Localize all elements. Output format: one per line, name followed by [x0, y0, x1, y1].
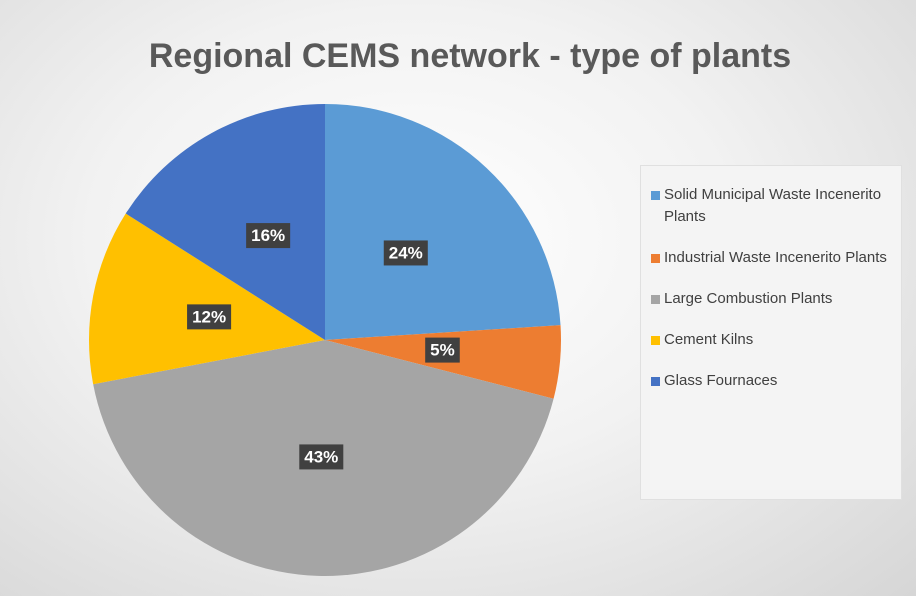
data-label-text: 12% — [192, 307, 226, 326]
legend-swatch — [651, 254, 660, 263]
data-label: 16% — [246, 223, 291, 249]
legend-item: Solid Municipal Waste Incenerito Plants — [651, 184, 893, 228]
pie-slice — [325, 104, 561, 340]
pie-slice — [125, 104, 325, 340]
legend-label: Cement Kilns — [664, 331, 754, 348]
legend-label: Large Combustion Plants — [664, 290, 833, 307]
data-label-box — [299, 444, 344, 470]
legend-swatch — [651, 336, 660, 345]
legend-item: Glass Fournaces — [651, 370, 893, 392]
legend-swatch — [651, 377, 660, 386]
data-label-text: 5% — [430, 341, 455, 360]
legend-item: Cement Kilns — [651, 329, 893, 351]
data-label-box — [425, 337, 460, 363]
data-label-text: 43% — [304, 447, 338, 466]
data-label: 5% — [425, 337, 460, 363]
data-label: 24% — [383, 240, 428, 266]
legend-label: Solid Municipal Waste Incenerito Plants — [664, 186, 882, 225]
data-label-box — [187, 304, 232, 330]
data-label: 12% — [187, 304, 232, 330]
data-label-text: 24% — [389, 243, 423, 262]
legend-swatch — [651, 191, 660, 200]
chart-title: Regional CEMS network - type of plants — [149, 37, 791, 75]
legend-label: Glass Fournaces — [664, 372, 778, 389]
legend-swatch — [651, 295, 660, 304]
data-label-box — [246, 223, 291, 249]
legend: Solid Municipal Waste Incenerito Plants I… — [640, 165, 902, 500]
legend-item: Large Combustion Plants — [651, 288, 893, 310]
data-label-text: 16% — [251, 226, 285, 245]
legend-label: Industrial Waste Incenerito Plants — [664, 249, 887, 266]
pie-slice — [88, 213, 325, 385]
legend-item: Industrial Waste Incenerito Plants — [651, 247, 893, 269]
data-label-box — [383, 240, 428, 266]
data-label: 43% — [299, 444, 344, 470]
